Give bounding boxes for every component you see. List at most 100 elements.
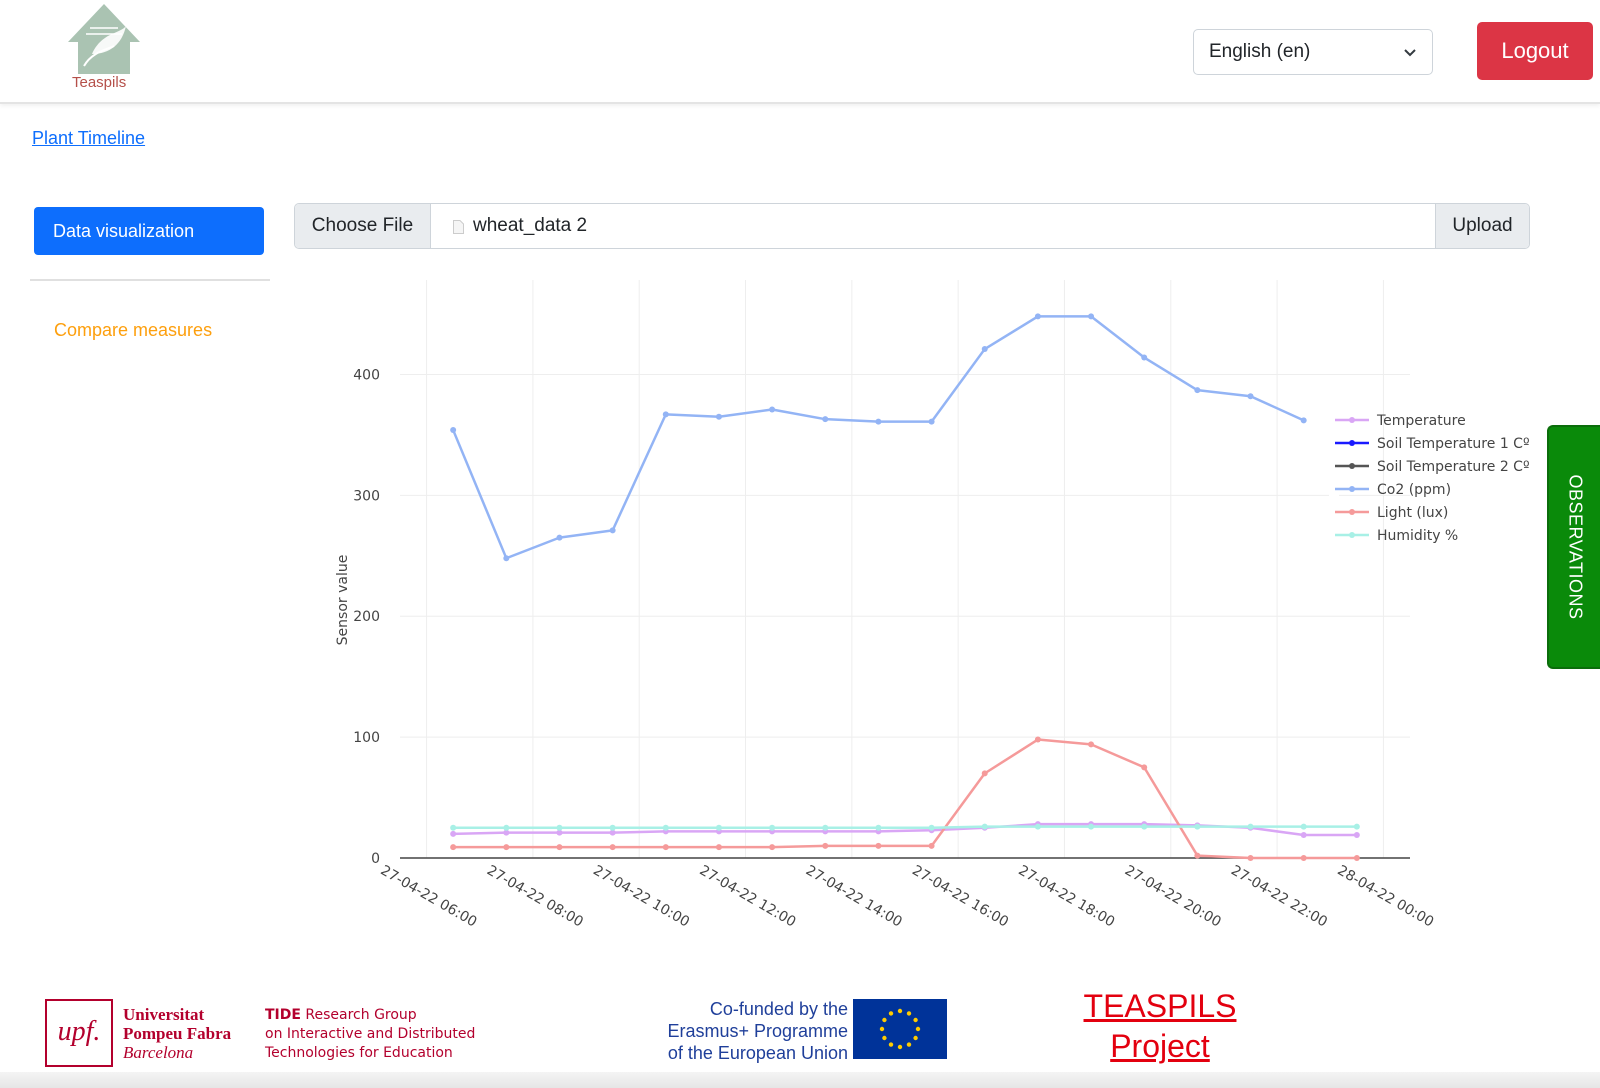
sensor-line-chart: 27-04-22 06:00 27-04-22 08:00 27-04-22 10:… xyxy=(335,280,1530,931)
data-point xyxy=(609,844,616,851)
teaspils-logo[interactable] xyxy=(62,2,146,94)
data-point xyxy=(450,427,457,434)
plant-timeline-link[interactable]: Plant Timeline xyxy=(32,128,146,148)
x-tick-label: 27-04-22 08:00 xyxy=(484,863,586,931)
selected-file-name: wheat_data 2 xyxy=(473,215,588,236)
data-point xyxy=(1034,313,1041,320)
legend-bg xyxy=(1329,524,1339,544)
chart-series xyxy=(450,313,1360,861)
eu-star xyxy=(906,1011,912,1016)
data-point xyxy=(1300,823,1307,830)
data-point xyxy=(981,823,988,830)
legend-item[interactable]: Soil Temperature 1 Cº xyxy=(1377,436,1530,452)
data-point xyxy=(928,842,935,849)
legend-marker xyxy=(1349,417,1355,423)
observations-tab[interactable]: OBSERVATIONS xyxy=(1547,425,1600,669)
series-line xyxy=(453,825,1357,830)
data-point xyxy=(662,824,669,831)
data-point xyxy=(928,418,935,425)
upf-line-3: Barcelona xyxy=(123,1043,194,1062)
data-point xyxy=(822,416,829,423)
x-tick-label: 27-04-22 10:00 xyxy=(590,863,692,931)
eu-star xyxy=(913,1017,918,1023)
data-point xyxy=(875,842,882,849)
observations-tab-label: OBSERVATIONS xyxy=(1565,474,1585,620)
data-point xyxy=(715,844,722,851)
legend-item[interactable]: Co2 (ppm) xyxy=(1377,482,1451,498)
series-line xyxy=(453,738,1357,860)
logout-button[interactable]: Logout xyxy=(1477,22,1593,80)
data-point xyxy=(1247,393,1254,400)
data-point xyxy=(981,770,988,777)
x-tick-label: 27-04-22 16:00 xyxy=(909,863,1011,931)
data-point xyxy=(928,824,935,831)
data-point xyxy=(1141,764,1148,771)
data-point xyxy=(1247,823,1254,830)
choose-file-button[interactable]: Choose File xyxy=(295,204,431,248)
legend-bg xyxy=(1329,478,1339,498)
chevron-down-icon xyxy=(1404,49,1416,57)
y-tick-label: 400 xyxy=(353,367,380,383)
data-point xyxy=(1088,741,1095,748)
legend-marker xyxy=(1349,440,1355,446)
eu-line-2: Erasmus+ Programme xyxy=(667,1021,848,1041)
data-point xyxy=(662,844,669,851)
eu-star xyxy=(888,1042,894,1047)
data-point xyxy=(609,829,616,836)
eu-star xyxy=(897,1008,903,1014)
legend-item[interactable]: Temperature xyxy=(1376,413,1466,429)
x-tick-label: 27-04-22 12:00 xyxy=(697,863,799,931)
data-point xyxy=(450,830,457,837)
data-point xyxy=(503,844,510,851)
data-point xyxy=(556,844,563,851)
data-point xyxy=(1300,832,1307,839)
data-point xyxy=(609,824,616,831)
tide-group-text: TIDE Research Group on Interactive and D… xyxy=(265,1006,475,1063)
language-select[interactable]: English (en) xyxy=(1193,29,1433,75)
data-point xyxy=(1194,852,1201,859)
x-tick-label: 27-04-22 14:00 xyxy=(803,863,905,931)
data-point xyxy=(822,824,829,831)
legend-item[interactable]: Humidity % xyxy=(1377,528,1458,544)
file-upload-group: Choose File wheat_data 2 Upload xyxy=(294,203,1530,249)
legend-marker xyxy=(1349,486,1355,492)
x-tick-label: 27-04-22 18:00 xyxy=(1016,863,1118,931)
data-point xyxy=(1141,823,1148,830)
data-point xyxy=(875,418,882,425)
teaspils-project-link[interactable]: TEASPILS Project xyxy=(1040,986,1280,1066)
eu-star xyxy=(882,1035,887,1041)
tide-bold: TIDE xyxy=(265,1007,301,1023)
legend-bg xyxy=(1329,501,1339,521)
tide-line-3: Technologies for Education xyxy=(265,1045,453,1061)
data-point xyxy=(1034,823,1041,830)
y-tick-label: 200 xyxy=(353,609,380,625)
logo-text: Teaspils xyxy=(72,74,127,91)
data-point xyxy=(769,824,776,831)
data-point xyxy=(556,824,563,831)
tide-line-2: on Interactive and Distributed xyxy=(265,1026,476,1042)
house-leaf-icon xyxy=(68,4,140,74)
data-point xyxy=(769,406,776,413)
tide-line-1: Research Group xyxy=(300,1007,417,1023)
data-point xyxy=(875,824,882,831)
data-point xyxy=(1353,855,1360,861)
sidebar-item-data-visualization[interactable]: Data visualization xyxy=(34,207,264,255)
x-tick-label: 28-04-22 00:00 xyxy=(1335,863,1437,931)
chart-legend[interactable]: Temperature Soil Temperature 1 Cº Soil Tem… xyxy=(1329,409,1530,544)
legend-item[interactable]: Soil Temperature 2 Cº xyxy=(1377,459,1530,475)
x-tick-label: 27-04-22 22:00 xyxy=(1228,863,1330,931)
legend-bg xyxy=(1329,432,1339,452)
legend-item[interactable]: Light (lux) xyxy=(1377,505,1448,521)
x-tick-label: 27-04-22 20:00 xyxy=(1122,863,1224,931)
data-point xyxy=(503,829,510,836)
upf-logo: upf. xyxy=(45,999,113,1067)
sidebar-item-compare-measures[interactable]: Compare measures xyxy=(54,320,213,340)
eu-stars-icon xyxy=(879,1008,921,1050)
legend-bg xyxy=(1329,409,1339,429)
data-point xyxy=(503,555,510,562)
y-tick-label: 0 xyxy=(371,851,380,867)
upf-line-2: Pompeu Fabra xyxy=(123,1024,232,1043)
data-point xyxy=(503,824,510,831)
data-point xyxy=(1353,832,1360,839)
upload-button[interactable]: Upload xyxy=(1435,204,1529,248)
